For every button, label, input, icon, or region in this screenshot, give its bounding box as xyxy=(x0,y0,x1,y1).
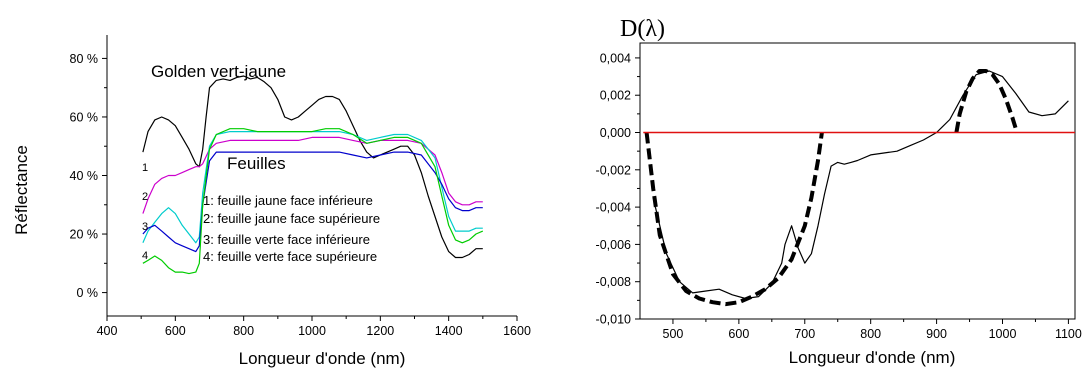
legend-item-3: 3: feuille verte face inférieure xyxy=(203,232,370,247)
y-tick-label: -0,008 xyxy=(596,275,631,289)
series-line-2 xyxy=(142,131,483,244)
x-tick-label: 1000 xyxy=(989,327,1017,341)
series-line-golden-vert-jaune xyxy=(142,75,483,259)
d-lambda-chart: 500 600 700 800 900 1000 1100 -0,010 -0,008 -0,00… xyxy=(596,16,1082,367)
legend-item-1: 1: feuille jaune face inférieure xyxy=(203,193,373,208)
series-line-4 xyxy=(142,128,484,275)
x-tick-label: 600 xyxy=(728,327,749,341)
y-tick-label: 40 % xyxy=(70,169,99,183)
x-tick-label: 1000 xyxy=(298,324,326,338)
reflectance-chart: 400 600 800 1000 1200 1400 1600 0 % 20 % 40 % 60 %… xyxy=(12,35,531,368)
marker-label-4: 4 xyxy=(142,250,148,262)
x-tick-label: 1600 xyxy=(503,324,531,338)
series-line-1 xyxy=(142,136,483,214)
x-tick-label: 600 xyxy=(165,324,186,338)
y-tick-label: 0 % xyxy=(76,286,98,300)
chart-title: D(λ) xyxy=(620,16,665,42)
series-line-s2 xyxy=(954,69,1019,134)
marker-label-3: 3 xyxy=(142,221,148,233)
plot-frame xyxy=(639,42,1076,320)
marker-label-2: 2 xyxy=(142,191,148,203)
x-tick-label: 400 xyxy=(97,324,118,338)
y-tick-label: -0,006 xyxy=(596,238,631,252)
x-tick-label: 1100 xyxy=(1055,327,1082,341)
x-axis-label: Longueur d'onde (nm) xyxy=(789,348,956,367)
y-tick-label: 20 % xyxy=(70,228,99,242)
x-tick-label: 1400 xyxy=(435,324,463,338)
golden-label: Golden vert-jaune xyxy=(151,62,286,81)
x-axis-label: Longueur d'onde (nm) xyxy=(239,349,406,368)
y-tick-label: 60 % xyxy=(70,110,99,124)
y-tick-label: 0,004 xyxy=(600,51,631,65)
y-tick-label: -0,010 xyxy=(596,313,631,327)
x-tick-label: 700 xyxy=(794,327,815,341)
y-tick-label: 0,000 xyxy=(600,126,631,140)
series-line-s1 xyxy=(644,132,824,307)
x-tick-label: 800 xyxy=(860,327,881,341)
y-tick-label: -0,004 xyxy=(596,201,631,215)
series-line-3 xyxy=(142,151,483,253)
legend-item-2: 2: feuille jaune face supérieure xyxy=(203,211,380,226)
y-axis-label: Réflectance xyxy=(12,145,31,235)
x-tick-label: 1200 xyxy=(366,324,394,338)
feuilles-label: Feuilles xyxy=(227,154,286,173)
x-tick-label: 500 xyxy=(663,327,684,341)
x-tick-label: 800 xyxy=(233,324,254,338)
y-tick-label: 80 % xyxy=(70,52,99,66)
y-tick-label: 0,002 xyxy=(600,89,631,103)
marker-label-1: 1 xyxy=(142,162,148,174)
x-tick-label: 900 xyxy=(926,327,947,341)
legend-item-4: 4: feuille verte face supérieure xyxy=(203,249,377,264)
y-tick-label: -0,002 xyxy=(596,163,631,177)
